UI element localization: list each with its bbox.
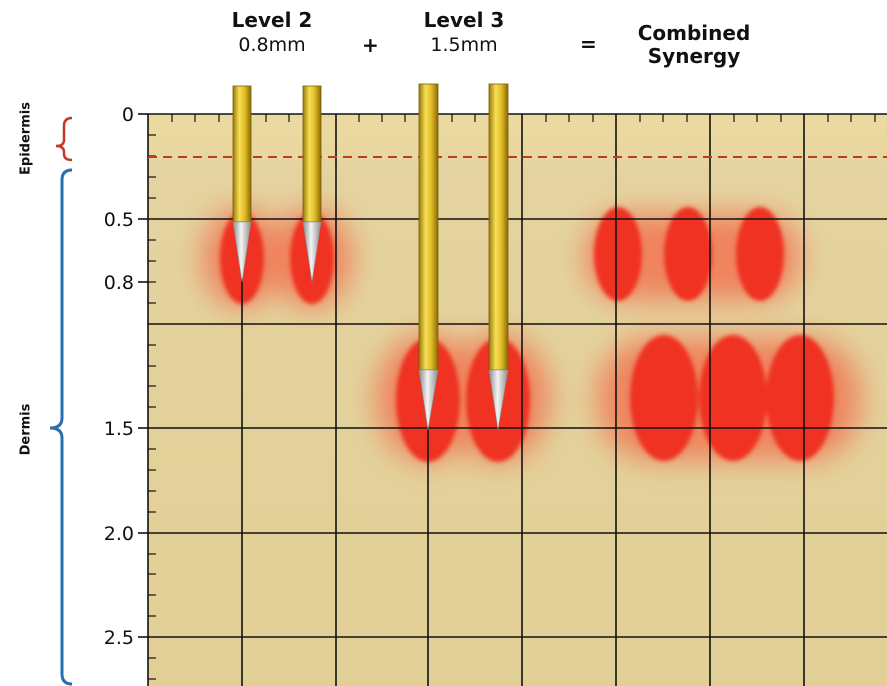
combined-synergy-header: Combined Synergy — [634, 22, 754, 68]
level2-needle-left — [232, 85, 252, 283]
grid — [147, 113, 887, 686]
equals-sign: = — [580, 32, 597, 56]
depth-tick-2.5: 2.5 — [103, 627, 134, 649]
depth-tick-2.0: 2.0 — [103, 523, 134, 545]
level2-title: Level 2 — [231, 8, 313, 32]
combined-deep-zone-1 — [630, 335, 698, 461]
plus-sign: + — [362, 33, 379, 57]
left-minor-ticks — [148, 134, 156, 680]
epidermis-label: Epidermis — [18, 102, 34, 175]
depth-tick-0: 0 — [121, 104, 134, 126]
combined-deep-zone-2 — [699, 335, 767, 461]
level2-needle-right — [302, 85, 322, 283]
depth-tick-1.5: 1.5 — [103, 418, 134, 440]
level2-header: Level 2 0.8mm — [222, 8, 322, 56]
dermis-bracket — [49, 168, 73, 686]
top-minor-ticks — [171, 114, 876, 122]
combined-shallow-zone-3 — [736, 207, 784, 301]
level3-needle-right — [488, 83, 509, 431]
dermis-label: Dermis — [18, 403, 34, 456]
combined-deep-zone-3 — [766, 335, 834, 461]
combined-zones — [594, 207, 834, 461]
epidermis-band — [148, 114, 887, 158]
left-major-ticks — [138, 113, 148, 638]
level3-header: Level 3 1.5mm — [414, 8, 514, 56]
level2-depth: 0.8mm — [238, 34, 306, 56]
depth-tick-0.8: 0.8 — [103, 272, 134, 294]
depth-tick-0.5: 0.5 — [103, 209, 134, 231]
level3-needle-left — [418, 83, 439, 431]
combined-line1: Combined — [637, 21, 751, 45]
combined-shallow-zone-1 — [594, 207, 642, 301]
combined-line2: Synergy — [647, 44, 741, 68]
combined-shallow-zone-2 — [664, 207, 712, 301]
level3-depth: 1.5mm — [430, 34, 498, 56]
epidermis-bracket — [55, 116, 73, 162]
level3-title: Level 3 — [423, 8, 505, 32]
